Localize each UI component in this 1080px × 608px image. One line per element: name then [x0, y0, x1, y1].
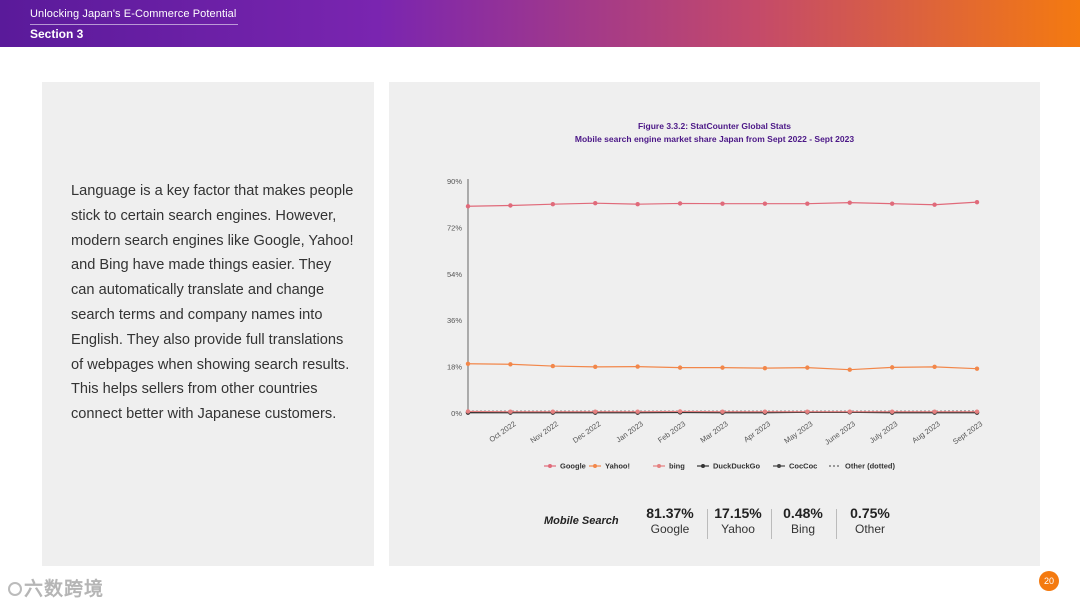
- data-point-yahoo-: [508, 362, 513, 367]
- deck-title: Unlocking Japan's E-Commerce Potential: [30, 8, 237, 20]
- watermark-icon: [8, 582, 22, 596]
- stat-google: 81.37% Google: [641, 505, 699, 536]
- data-point-google: [635, 202, 640, 207]
- stat-divider: [771, 509, 772, 539]
- stat-yahoo: 17.15% Yahoo: [709, 505, 767, 536]
- data-point-google: [550, 202, 556, 207]
- x-tick-label: Dec 2022: [571, 419, 602, 445]
- x-tick-label: Feb 2023: [656, 419, 687, 445]
- data-point-google: [974, 199, 980, 205]
- data-point-google: [508, 203, 513, 208]
- data-point-google: [805, 201, 810, 206]
- y-tick-label: 54%: [447, 270, 462, 279]
- data-point-bing: [593, 409, 598, 414]
- data-point-yahoo-: [805, 365, 810, 370]
- x-tick-label: Oct 2022: [487, 419, 517, 444]
- stat-name: Yahoo: [721, 522, 755, 536]
- header-banner: Unlocking Japan's E-Commerce Potential S…: [0, 0, 1080, 47]
- x-tick-label: July 2023: [868, 419, 899, 445]
- text-panel: Language is a key factor that makes peop…: [42, 82, 374, 566]
- data-point-yahoo-: [847, 367, 852, 372]
- legend-label: Other (dotted): [845, 462, 895, 471]
- watermark-text: 六数跨境: [24, 579, 105, 600]
- stat-name: Google: [650, 522, 690, 536]
- summary-row: Mobile Search 81.37% Google 17.15% Yahoo…: [389, 505, 1040, 551]
- y-tick-label: 0%: [451, 409, 462, 418]
- data-point-bing: [465, 409, 471, 414]
- data-point-google: [847, 200, 852, 205]
- data-point-google: [762, 201, 768, 206]
- data-point-bing: [508, 409, 513, 414]
- stat-name: Bing: [790, 522, 816, 536]
- stat-bing: 0.48% Bing: [775, 505, 831, 536]
- y-tick-label: 36%: [447, 316, 462, 325]
- data-point-yahoo-: [635, 364, 640, 369]
- line-chart: 0% 18% 36% 54% 72% 90% Oct 2022 Nov 2022 Dec 202…: [447, 177, 984, 471]
- x-tick-label: Sept 2023: [951, 419, 984, 446]
- stat-value: 81.37%: [646, 505, 694, 521]
- data-point-yahoo-: [550, 363, 556, 369]
- x-tick-label: May 2023: [782, 419, 814, 445]
- data-point-bing: [805, 409, 810, 414]
- legend-label: DuckDuckGo: [713, 462, 761, 471]
- stat-value: 0.75%: [850, 505, 890, 521]
- data-point-yahoo-: [762, 365, 768, 371]
- x-tick-label: Apr 2023: [742, 419, 772, 444]
- y-tick-label: 18%: [447, 363, 462, 372]
- data-point-google: [889, 201, 895, 206]
- data-point-yahoo-: [593, 364, 598, 370]
- legend-label: bing: [669, 462, 685, 471]
- section-label: Section 3: [30, 27, 84, 41]
- y-tick-label: 90%: [447, 177, 462, 186]
- data-point-google: [465, 204, 471, 209]
- stat-value: 0.48%: [783, 505, 823, 521]
- data-point-yahoo-: [677, 365, 683, 370]
- legend-marker: [657, 464, 661, 468]
- header-divider: [30, 24, 238, 25]
- stat-value: 17.15%: [714, 505, 762, 521]
- watermark: 六数跨境: [8, 574, 104, 601]
- stat-divider: [836, 509, 837, 539]
- x-tick-label: Mar 2023: [699, 419, 730, 445]
- data-point-bing: [720, 409, 725, 414]
- legend-marker: [777, 464, 781, 468]
- y-tick-label: 72%: [447, 223, 462, 232]
- data-point-bing: [635, 409, 640, 414]
- figure-title: Figure 3.3.2: StatCounter Global Stats: [637, 121, 792, 131]
- chart-panel: Figure 3.3.2: StatCounter Global Stats M…: [389, 82, 1040, 566]
- data-point-google: [720, 201, 725, 206]
- stat-name: Other: [854, 522, 885, 536]
- data-point-google: [932, 202, 937, 207]
- data-point-yahoo-: [974, 366, 980, 371]
- data-point-yahoo-: [932, 364, 937, 370]
- legend-label: CocCoc: [789, 462, 817, 471]
- x-tick-label: Jan 2023: [614, 419, 644, 444]
- figure-subtitle: Mobile search engine market share Japan …: [574, 134, 855, 144]
- data-point-bing: [974, 409, 980, 414]
- stat-divider: [707, 509, 708, 539]
- data-point-google: [677, 201, 683, 206]
- data-point-bing: [932, 409, 937, 414]
- data-point-bing: [762, 409, 768, 414]
- stat-other: 0.75% Other: [842, 505, 898, 536]
- body-paragraph: Language is a key factor that makes peop…: [71, 183, 354, 423]
- data-point-bing: [677, 409, 683, 414]
- page-number: 20: [1039, 571, 1059, 591]
- x-tick-label: Nov 2022: [529, 419, 560, 445]
- data-point-bing: [889, 409, 895, 414]
- data-point-google: [593, 200, 598, 206]
- legend-marker: [593, 464, 597, 468]
- legend-marker: [701, 464, 705, 468]
- data-point-yahoo-: [465, 361, 471, 366]
- x-tick-label: June 2023: [823, 419, 857, 446]
- data-point-bing: [550, 409, 556, 414]
- data-point-yahoo-: [889, 365, 895, 370]
- x-tick-label: Aug 2023: [910, 419, 941, 445]
- data-point-yahoo-: [720, 365, 725, 370]
- legend-label: Google: [560, 462, 586, 471]
- summary-label: Mobile Search: [544, 515, 619, 527]
- legend-marker: [548, 464, 552, 468]
- legend-label: Yahoo!: [605, 462, 630, 471]
- data-point-bing: [847, 409, 852, 414]
